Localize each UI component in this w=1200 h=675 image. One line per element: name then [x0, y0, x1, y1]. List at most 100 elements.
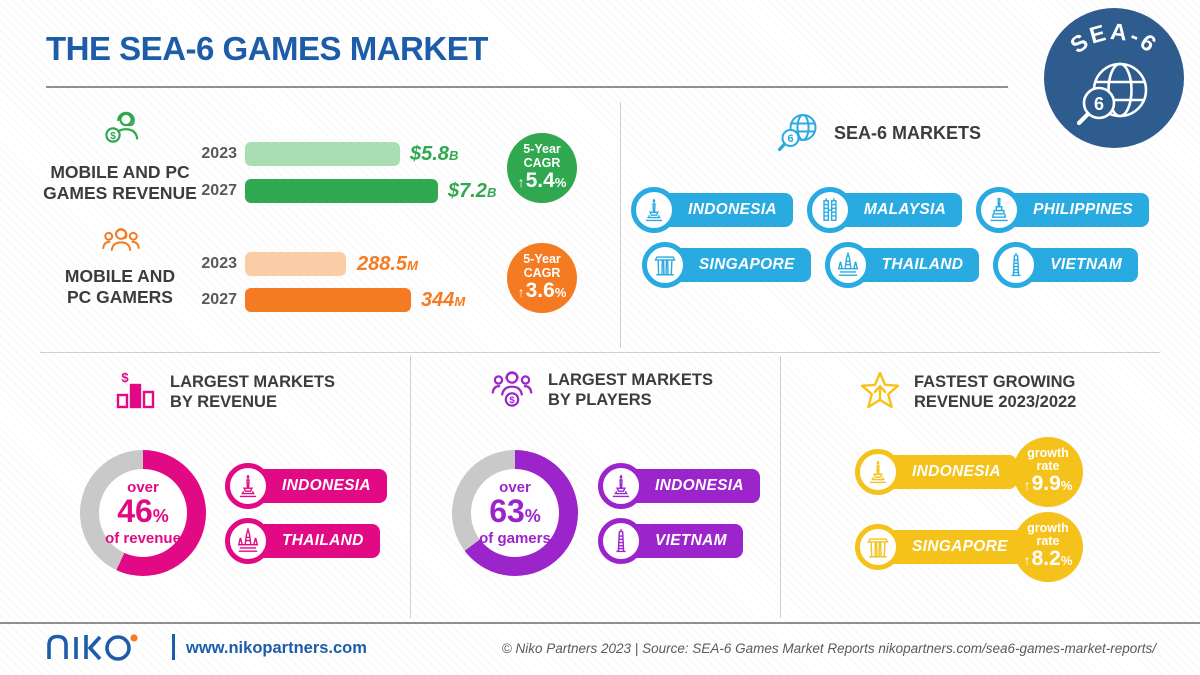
- market-label: VIETNAM: [1050, 256, 1123, 273]
- sea6-markets-row2: SINGAPORE THAILAND VIETNAM: [625, 242, 1155, 288]
- title-line1: LARGEST MARKETS: [548, 371, 713, 389]
- sea6-badge: SEA-6 6: [1040, 4, 1188, 152]
- title-divider: [46, 86, 1008, 88]
- unit: M: [454, 294, 466, 309]
- gamers-value-2023: 288.5M: [357, 253, 418, 276]
- sea6-markets-heading: SEA-6 MARKETS: [834, 122, 982, 143]
- percent-sign: %: [152, 505, 169, 526]
- growth-label2: rate: [1036, 459, 1060, 473]
- players-market-pill-indonesia: INDONESIA: [598, 463, 760, 509]
- wat-arun-icon: [824, 242, 871, 288]
- footer-separator: [172, 634, 175, 660]
- market-label: MALAYSIA: [863, 201, 947, 218]
- star-arrow-icon: [858, 370, 902, 414]
- value: $5.8: [410, 143, 449, 165]
- value: 8.2: [1031, 547, 1061, 570]
- market-label: VIETNAM: [655, 532, 727, 549]
- growth-rate-circle-singapore: growth rate ↑8.2%: [1013, 512, 1083, 582]
- revenue-cagr-circle: 5-Year CAGR ↑5.4%: [507, 133, 577, 203]
- market-label: SINGAPORE: [698, 256, 795, 273]
- percent-sign: %: [1060, 553, 1073, 568]
- page-title: THE SEA-6 GAMES MARKET: [46, 30, 488, 67]
- title-line2: BY REVENUE: [170, 393, 277, 411]
- revenue-value-2023: $5.8B: [410, 143, 458, 166]
- revenue-share-donut: over 46% of revenue: [80, 450, 206, 576]
- revenue-bar-2027: [245, 179, 438, 203]
- growth-label1: growth: [1027, 521, 1069, 535]
- growth-rate-circle-indonesia: growth rate ↑9.9%: [1013, 437, 1083, 507]
- gamers-value-2027: 344M: [421, 289, 465, 312]
- gamers-label-line2: PC GAMERS: [67, 287, 173, 307]
- by-revenue-header: LARGEST MARKETS BY REVENUE: [114, 370, 335, 414]
- monas-monument-icon: [598, 463, 644, 509]
- value: $7.2: [448, 180, 487, 202]
- horizontal-divider: [40, 352, 1160, 353]
- market-label: INDONESIA: [688, 201, 777, 218]
- globe-magnifier-icon: [776, 110, 822, 156]
- market-label: PHILIPPINES: [1033, 201, 1133, 218]
- revenue-year-2027: 2027: [201, 182, 237, 199]
- globe-magnifier-icon: [1076, 62, 1148, 126]
- podium-dollar-icon: [114, 370, 158, 414]
- sea6-markets-row1: INDONESIA MALAYSIA PHILIPPINES: [625, 187, 1155, 233]
- revenue-label-line1: MOBILE AND PC: [50, 162, 190, 182]
- niko-logo: [46, 632, 162, 662]
- growth-value: ↑9.9%: [1024, 473, 1073, 497]
- growth-market-pill-singapore: SINGAPORE: [855, 524, 1024, 570]
- vertical-divider-bottom-right: [780, 356, 781, 618]
- cagr-line1: 5-Year: [523, 142, 561, 156]
- gamers-label-line1: MOBILE AND: [64, 266, 176, 286]
- market-label: INDONESIA: [655, 477, 744, 494]
- players-dollar-icon: [488, 368, 536, 412]
- revenue-value-2027: $7.2B: [448, 180, 496, 203]
- up-arrow-icon: ↑: [1023, 477, 1031, 493]
- website-link[interactable]: www.nikopartners.com: [186, 639, 367, 657]
- monas-monument-icon: [855, 449, 901, 495]
- monas-monument-icon: [631, 187, 678, 233]
- players-market-pill-vietnam: VIETNAM: [598, 518, 743, 564]
- donut-prefix: over: [499, 478, 531, 496]
- marina-bay-sands-icon: [855, 524, 901, 570]
- gamers-bar-2023: [245, 252, 346, 276]
- donut-label: of revenue: [105, 529, 181, 547]
- market-pill-indonesia: INDONESIA: [631, 187, 793, 233]
- market-pill-thailand: THAILAND: [824, 242, 980, 288]
- market-pill-vietnam: VIETNAM: [993, 242, 1139, 288]
- badge-magnifier-number: 6: [1094, 94, 1104, 114]
- by-players-title: LARGEST MARKETS BY PLAYERS: [548, 370, 713, 410]
- donut-label: of gamers: [479, 529, 551, 547]
- market-pill-philippines: PHILIPPINES: [976, 187, 1149, 233]
- title-line2: BY PLAYERS: [548, 391, 652, 409]
- pagoda-icon: [993, 242, 1040, 288]
- donut-value: 46%: [117, 492, 169, 531]
- up-arrow-icon: ↑: [1023, 552, 1031, 568]
- title-line2: REVENUE 2023/2022: [914, 393, 1077, 411]
- value: 46: [117, 492, 153, 529]
- revenue-market-pill-indonesia: INDONESIA: [225, 463, 387, 509]
- cagr-value: ↑5.4%: [518, 170, 567, 194]
- vertical-divider-bottom-left: [410, 356, 411, 618]
- value: 288.5: [357, 253, 408, 275]
- revenue-bar-2023: [245, 142, 400, 166]
- percent-sign: %: [524, 505, 541, 526]
- gamers-cagr-circle: 5-Year CAGR ↑3.6%: [507, 243, 577, 313]
- donut-center-text: over 46% of revenue: [99, 469, 187, 557]
- copyright-source-text: © Niko Partners 2023 | Source: SEA-6 Gam…: [501, 641, 1156, 656]
- title-line1: FASTEST GROWING: [914, 373, 1076, 391]
- gamers-year-2027: 2027: [201, 291, 237, 308]
- revenue-label: MOBILE AND PC GAMES REVENUE: [20, 162, 220, 204]
- market-pill-singapore: SINGAPORE: [641, 242, 811, 288]
- revenue-label-line2: GAMES REVENUE: [43, 183, 197, 203]
- market-label: THAILAND: [282, 532, 364, 549]
- percent-sign: %: [1060, 478, 1073, 493]
- vertical-divider-top: [620, 102, 621, 348]
- gamers-bar-2027: [245, 288, 411, 312]
- gamers-icon: [94, 224, 148, 264]
- fastest-growing-header: FASTEST GROWING REVENUE 2023/2022: [858, 370, 1076, 414]
- unit: B: [486, 185, 497, 200]
- value: 3.6: [525, 279, 555, 302]
- value: 5.4: [525, 169, 555, 192]
- revenue-market-pill-thailand: THAILAND: [225, 518, 380, 564]
- growth-value: ↑8.2%: [1024, 548, 1073, 572]
- monas-monument-icon: [225, 463, 271, 509]
